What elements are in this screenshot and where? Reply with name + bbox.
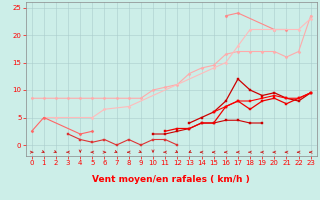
X-axis label: Vent moyen/en rafales ( km/h ): Vent moyen/en rafales ( km/h ) — [92, 174, 250, 184]
